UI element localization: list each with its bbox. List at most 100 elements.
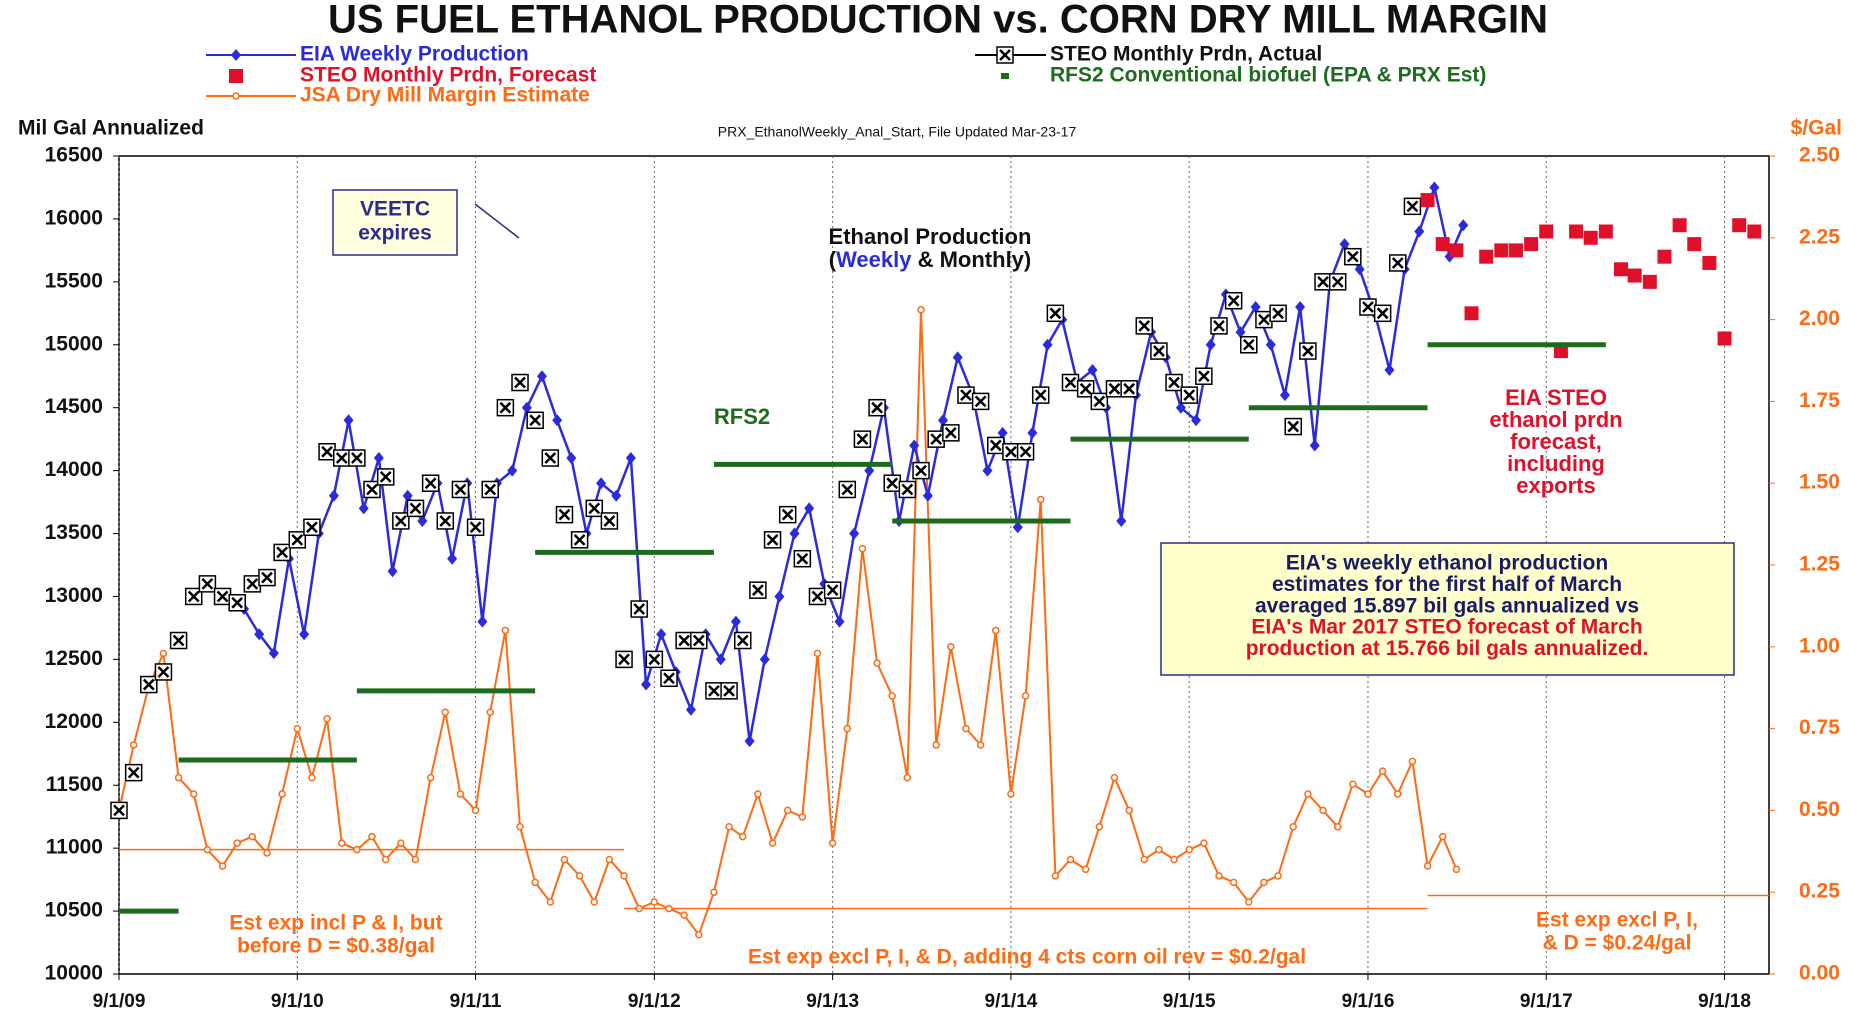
xbox-marker <box>883 474 901 492</box>
diamond-marker <box>1191 414 1202 427</box>
xbox-cross <box>529 414 542 427</box>
xbox-marker <box>1135 317 1154 335</box>
y-axis-label: Mil Gal Annualized <box>18 117 204 140</box>
circle-marker <box>456 790 465 798</box>
cost-label: Est exp excl P, I, & D, adding 4 cts cor… <box>748 946 1306 969</box>
circle-marker <box>546 898 555 906</box>
circle-marker <box>1364 790 1372 798</box>
circle-marker <box>174 773 183 782</box>
xbox-marker <box>1061 373 1080 392</box>
circle-marker <box>858 544 867 553</box>
y2-tick-label: 1.00 <box>1799 634 1840 657</box>
xbox-cross <box>736 634 749 647</box>
xbox-cross <box>514 376 526 389</box>
xbox-marker <box>1284 417 1302 436</box>
xbox-marker <box>778 505 797 524</box>
diamond-marker <box>656 628 667 641</box>
xbox-marker <box>927 430 945 448</box>
xbox-marker <box>1165 373 1183 392</box>
diamond-marker <box>1205 338 1216 351</box>
y2-tick-label: 2.00 <box>1799 307 1840 330</box>
diamond-marker <box>849 527 860 540</box>
xbox-marker <box>213 587 232 606</box>
legend-item: EIA Weekly Production <box>206 43 529 66</box>
circle-marker <box>1378 767 1387 775</box>
xbox-marker <box>705 682 723 700</box>
xbox-marker <box>615 650 633 669</box>
circle-marker <box>189 790 198 798</box>
square-marker <box>1642 274 1657 289</box>
xbox-cross <box>366 483 378 496</box>
xbox-cross <box>1049 307 1062 320</box>
xbox-cross <box>1331 275 1344 288</box>
diamond-marker <box>387 565 398 578</box>
xbox-marker <box>303 518 321 536</box>
square-marker <box>1747 224 1762 239</box>
xbox-cross <box>409 502 422 515</box>
xbox-marker <box>1314 273 1332 291</box>
circle-marker <box>531 878 539 887</box>
circle-marker <box>1155 845 1163 854</box>
circle-marker <box>888 692 896 700</box>
circle-marker <box>232 92 240 100</box>
circle-marker <box>159 649 168 658</box>
xbox-cross <box>261 571 273 584</box>
steo-note-line: exports <box>1516 473 1595 498</box>
xbox-marker <box>570 531 589 549</box>
x-tick-label: 9/1/15 <box>1163 991 1216 1012</box>
circle-marker <box>397 839 405 847</box>
diamond-marker <box>1042 338 1053 351</box>
circle-marker <box>486 708 494 716</box>
xbox-cross <box>1258 313 1270 326</box>
x-tick-label: 9/1/10 <box>271 991 324 1012</box>
xbox-cross <box>1362 301 1374 313</box>
xbox-marker <box>288 531 307 549</box>
circle-marker <box>680 911 688 919</box>
y-tick-label: 15500 <box>45 269 103 292</box>
xbox-marker <box>436 512 455 530</box>
xbox-marker <box>363 480 381 499</box>
xbox-marker <box>630 600 648 618</box>
circle-marker <box>278 790 286 798</box>
xbox-marker <box>957 386 975 404</box>
circle-marker <box>1245 898 1253 906</box>
xbox-marker <box>1299 342 1317 360</box>
xbox-marker <box>868 398 886 417</box>
xbox-cross <box>663 672 675 685</box>
xbox-marker <box>1150 342 1168 360</box>
diamond-marker <box>997 426 1008 439</box>
diamond-marker <box>299 628 310 641</box>
square-marker <box>1508 243 1523 258</box>
x-tick-label: 9/1/11 <box>450 991 502 1012</box>
xbox-marker <box>823 581 842 599</box>
xbox-cross <box>1123 382 1136 395</box>
circle-marker <box>620 872 628 880</box>
production-label-part: Weekly <box>836 247 912 272</box>
circle-marker <box>1081 865 1090 874</box>
square-marker <box>1494 243 1509 258</box>
xbox-cross <box>588 502 601 515</box>
diamond-marker <box>358 502 369 515</box>
xbox-marker <box>987 436 1005 455</box>
production-label-part: & Monthly) <box>911 247 1031 272</box>
circle-marker <box>203 845 212 854</box>
xbox-marker <box>1090 392 1109 411</box>
xbox-marker <box>140 675 158 694</box>
square-marker <box>1539 224 1554 239</box>
xbox-cross <box>1019 445 1032 458</box>
circle-marker <box>650 898 659 906</box>
diamond-marker <box>254 628 265 641</box>
circle-marker <box>411 855 420 864</box>
circle-marker <box>1185 845 1193 854</box>
diamond-marker <box>566 452 577 465</box>
circle-marker <box>1304 790 1312 798</box>
xbox-cross <box>172 634 185 647</box>
diamond-marker <box>1414 225 1425 238</box>
diamond-marker <box>982 464 993 477</box>
circle-marker <box>873 659 881 667</box>
circle-marker <box>813 649 822 658</box>
xbox-marker <box>1210 317 1228 335</box>
circle-marker <box>725 823 733 831</box>
xbox-marker <box>1180 386 1198 404</box>
diamond-marker <box>1458 219 1469 232</box>
